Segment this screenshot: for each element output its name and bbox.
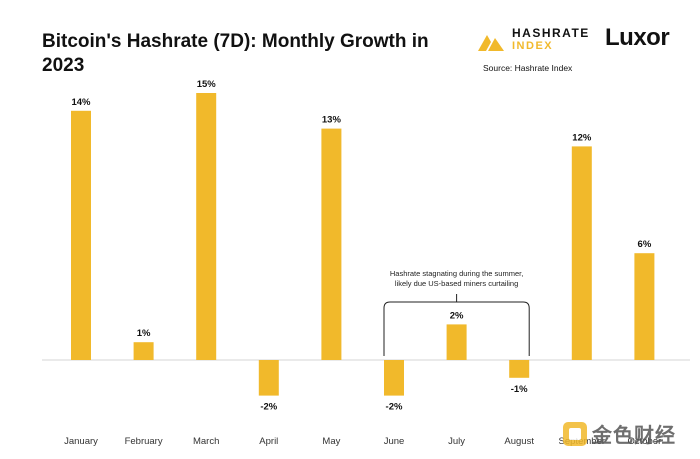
bar-may xyxy=(321,128,342,360)
hashrate-logo-bottom: INDEX xyxy=(512,40,554,52)
hashrate-index-logo: HASHRATE INDEX xyxy=(478,25,590,55)
watermark: 金色财经 xyxy=(562,419,676,448)
x-tick-label: February xyxy=(125,436,163,447)
watermark-logo-icon xyxy=(563,421,587,446)
x-tick-label: July xyxy=(448,436,465,447)
data-label: 1% xyxy=(137,328,151,339)
x-tick-label: August xyxy=(504,436,534,447)
data-label: -2% xyxy=(386,402,403,413)
source-label: Source: Hashrate Index xyxy=(483,63,573,73)
bar-june xyxy=(384,360,404,396)
luxor-logo: Luxor xyxy=(605,24,670,51)
annotation-text: Hashrate stagnating during the summer, xyxy=(390,269,523,278)
data-label: 6% xyxy=(638,239,652,250)
bar-july xyxy=(446,324,467,360)
data-label: -1% xyxy=(511,384,528,395)
data-label: -2% xyxy=(260,402,277,413)
x-tick-label: June xyxy=(384,436,405,447)
bar-august xyxy=(509,360,530,378)
bar-september xyxy=(571,146,592,360)
bar-april xyxy=(258,360,279,396)
bar-february xyxy=(133,342,154,360)
data-label: 13% xyxy=(322,115,342,126)
hashrate-logo-top: HASHRATE xyxy=(512,26,590,40)
bar-october xyxy=(634,253,655,360)
data-label: 12% xyxy=(572,132,592,143)
x-tick-label: January xyxy=(64,436,98,447)
watermark-text: 金色财经 xyxy=(592,425,676,447)
annotation-text: likely due US-based miners curtailing xyxy=(395,279,518,288)
data-label: 15% xyxy=(197,79,217,90)
x-tick-label: May xyxy=(322,436,340,447)
bar-january xyxy=(71,110,91,360)
data-label: 2% xyxy=(450,310,464,321)
x-tick-label: October xyxy=(628,436,662,447)
x-tick-label: April xyxy=(259,436,278,447)
data-label: 14% xyxy=(71,97,91,108)
bar-march xyxy=(196,93,217,360)
x-tick-label: March xyxy=(193,436,219,447)
hashrate-index-logo-icon xyxy=(478,35,504,51)
chart-title: Bitcoin's Hashrate (7D): Monthly Growth … xyxy=(42,31,429,76)
